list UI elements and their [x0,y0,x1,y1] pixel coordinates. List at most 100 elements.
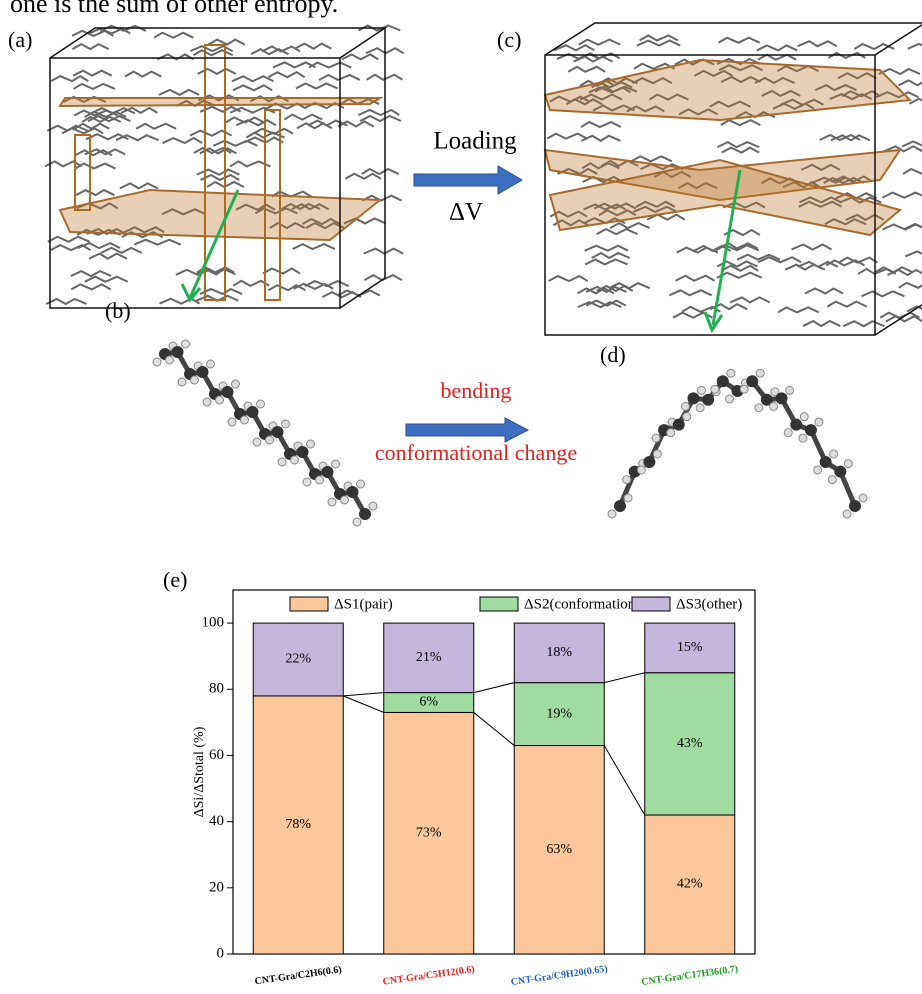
molecule [268,72,304,77]
value-label: 43% [677,736,703,751]
molecule [721,266,758,271]
hydrogen [303,478,311,486]
nanotube [75,135,90,210]
hydrogen [316,476,324,484]
hydrogen [637,466,645,474]
hydrogen [711,385,719,393]
hydrogen [815,418,823,426]
molecule [233,85,272,90]
annotation: ΔV [449,199,483,226]
carbon [805,424,817,436]
x-tick-label: CNT-Gra/C2H6(0.6) [254,964,342,987]
hydrogen [624,494,632,502]
hydrogen [652,434,660,442]
molecule [293,244,335,249]
y-tick-label: 60 [209,747,224,763]
molecule [46,299,86,304]
connector [474,712,515,745]
molecule [585,259,627,264]
molecule [345,174,381,179]
hydrogen [232,380,240,388]
hydrogen [696,404,704,412]
hydrogen [828,476,836,484]
molecule [296,83,338,88]
carbon [849,500,861,512]
hydrogen [799,434,807,442]
carbon [776,392,788,404]
molecule [568,67,605,72]
molecule [362,169,399,174]
molecule [862,291,905,296]
value-label: 15% [677,640,703,655]
molecule [670,290,712,295]
molecule [358,110,399,115]
connector [604,673,645,683]
carbon [614,500,626,512]
molecule [586,301,626,306]
molecule [805,289,843,294]
arrow [406,418,528,442]
molecule [198,69,236,74]
molecule [843,321,884,326]
molecule [72,44,108,49]
hydrogen [341,496,349,504]
carbon [643,456,655,468]
molecule [201,175,240,180]
carbon [272,426,284,438]
molecule [73,84,115,89]
molecule [903,169,922,174]
molecule [73,71,112,76]
molecule [898,80,922,85]
carbon [297,446,309,458]
molecule [579,40,621,45]
molecule [120,183,158,188]
hydrogen [241,416,249,424]
molecule [581,136,620,141]
hydrogen [770,402,778,410]
molecule [342,54,378,59]
hydrogen [369,502,377,510]
legend-label: ΔS1(pair) [334,596,393,612]
hydrogen [755,404,763,412]
molecule [232,76,273,81]
molecule [597,229,638,234]
molecule [208,40,245,45]
legend-swatch [480,597,518,611]
hydrogen [216,396,224,404]
molecule [154,33,193,38]
molecule [364,249,403,254]
header-text: one is the sum of other entropy. [10,0,338,18]
hydrogen [726,395,734,403]
connector [474,683,515,693]
molecule [676,276,715,281]
carbon [222,386,234,398]
molecule [76,190,114,195]
molecule [297,123,332,128]
molecule [86,134,128,139]
x-tick-label: CNT-Gra/C5H12(0.6) [382,964,475,988]
molecule [882,193,922,198]
hydrogen [756,369,764,377]
carbon [746,375,758,387]
annotation: conformational change [375,440,577,465]
value-label: 78% [285,817,311,832]
carbon [790,419,802,431]
connector [604,746,645,815]
molecule [89,254,127,259]
molecule [190,46,232,51]
value-label: 19% [546,706,572,721]
molecule [879,69,920,74]
carbon [673,419,685,431]
hydrogen [623,476,631,484]
molecule [163,138,203,143]
panel-label: (d) [600,342,626,367]
annotation: Loading [433,128,517,155]
molecule [637,41,680,46]
carbon [820,456,832,468]
value-label: 73% [416,825,442,840]
connector [343,696,384,713]
hydrogen [844,460,852,468]
molecule [717,142,759,147]
molecule [909,99,922,104]
molecule [263,268,300,273]
